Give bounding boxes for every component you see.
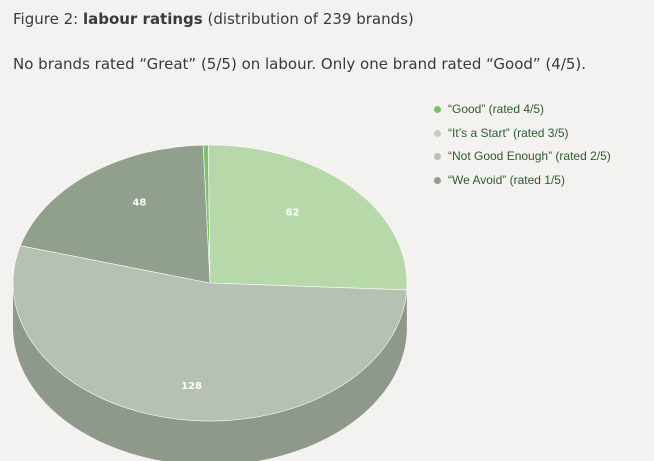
pie-data-labels: 62 128 48 xyxy=(132,198,299,393)
chart-legend: “Good” (rated 4/5) “It’s a Start” (rated … xyxy=(434,101,611,195)
legend-item: “Not Good Enough” (rated 2/5) xyxy=(434,148,611,172)
figure-title-rest: (distribution of 239 brands) xyxy=(202,10,414,28)
pie-slice-side xyxy=(13,283,407,461)
pie-data-label: 128 xyxy=(181,381,202,392)
legend-item: “It’s a Start” (rated 3/5) xyxy=(434,125,611,149)
legend-label: “We Avoid” (rated 1/5) xyxy=(448,172,565,187)
legend-swatch xyxy=(434,106,441,113)
legend-swatch xyxy=(434,129,441,137)
pie-data-label: 62 xyxy=(286,207,300,218)
pie-slice xyxy=(19,144,211,284)
legend-swatch xyxy=(434,176,441,184)
pie-slice xyxy=(207,144,408,291)
pie-slices xyxy=(12,144,408,422)
chart-subtitle: No brands rated “Great” (5/5) on labour.… xyxy=(13,55,587,73)
pie-data-label: 48 xyxy=(132,198,146,209)
figure-number: Figure 2: xyxy=(13,10,83,28)
legend-label: “It’s a Start” (rated 3/5) xyxy=(448,125,569,140)
figure-title-bold: labour ratings xyxy=(82,10,203,28)
legend-item: “We Avoid” (rated 1/5) xyxy=(434,172,611,196)
pie-slice xyxy=(12,245,408,422)
legend-label: “Not Good Enough” (rated 2/5) xyxy=(448,149,611,163)
legend-label: “Good” (rated 4/5) xyxy=(448,102,545,116)
pie-depth xyxy=(13,283,407,461)
legend-item: “Good” (rated 4/5) xyxy=(434,101,611,125)
legend-swatch xyxy=(434,153,441,160)
figure-title: Figure 2: labour ratings (distribution o… xyxy=(13,8,414,30)
